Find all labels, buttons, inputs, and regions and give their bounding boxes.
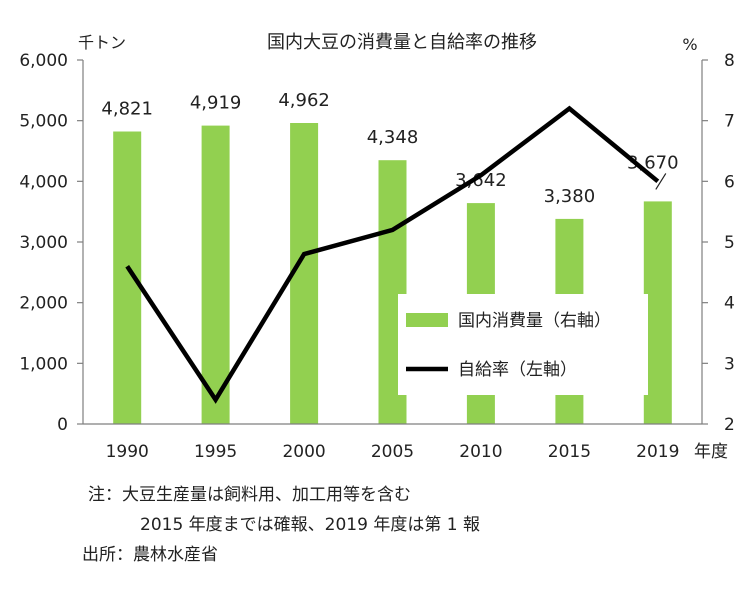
right-tick-label: 8: [724, 51, 735, 71]
right-tick-label: 4: [724, 294, 735, 314]
legend-label-line: 自給率（左軸）: [458, 360, 577, 380]
bar-value-label-2015: 3,380: [544, 186, 596, 207]
line-series: [125, 105, 660, 404]
left-tick-label: 2,000: [19, 294, 68, 314]
notes: 注：大豆生産量は飼料用、加工用等を含む 2015 年度までは確報、2019 年度…: [82, 480, 728, 570]
legend-background: [398, 294, 648, 395]
x-axis-ticks: 1990 1995 2000 2005 2010 2015 2019: [106, 442, 680, 462]
bar-1995: [201, 125, 230, 424]
right-tick-label: 7: [724, 112, 735, 132]
left-tick-label: 5,000: [19, 112, 68, 132]
left-tick-label: 4,000: [19, 172, 68, 192]
bar-value-label-2000: 4,962: [278, 90, 330, 111]
x-tick-label-2010: 2010: [459, 442, 502, 462]
x-tick-label-1995: 1995: [194, 442, 237, 462]
self-sufficiency-line: [125, 105, 660, 404]
x-tick-label-1990: 1990: [106, 442, 149, 462]
bar-value-label-2005: 4,348: [367, 127, 419, 148]
left-tick-label: 6,000: [19, 51, 68, 71]
right-axis-ticks: 2 3 4 5 6 7 8: [702, 51, 735, 435]
x-tick-label-2015: 2015: [548, 442, 591, 462]
x-tick-label-2019: 2019: [636, 442, 679, 462]
legend: 国内消費量（右軸） 自給率（左軸）: [406, 311, 611, 380]
legend-swatch-bar: [406, 313, 448, 327]
left-tick-label: 3,000: [19, 233, 68, 253]
left-axis-unit: 千トン: [78, 33, 126, 52]
left-tick-label: 0: [57, 415, 68, 435]
note-line-2: 2015 年度までは確報、2019 年度は第 1 報: [140, 515, 480, 535]
left-tick-label: 1,000: [19, 354, 68, 374]
x-tick-label-2000: 2000: [282, 442, 325, 462]
note-line-1: 注：大豆生産量は飼料用、加工用等を含む: [88, 485, 411, 505]
legend-box: [398, 294, 648, 395]
left-axis-ticks: 0 1,000 2,000 3,000 4,000 5,000 6,000: [19, 51, 83, 435]
right-tick-label: 3: [724, 354, 735, 374]
chart: 国内大豆の消費量と自給率の推移 千トン % 4,821 4,919 4,962 4,3…: [19, 32, 735, 462]
source-note: 出所：農林水産省: [82, 545, 218, 565]
bar-value-label-1990: 4,821: [101, 99, 153, 120]
right-axis-unit: %: [682, 35, 697, 54]
chart-title: 国内大豆の消費量と自給率の推移: [267, 32, 537, 53]
right-tick-label: 6: [724, 172, 735, 192]
x-axis-unit: 年度: [694, 442, 728, 462]
bar-2019: [643, 201, 672, 424]
right-tick-label: 2: [724, 415, 735, 435]
right-tick-label: 5: [724, 233, 735, 253]
x-tick-label-2005: 2005: [371, 442, 414, 462]
label-leader-line: [655, 173, 667, 190]
bar-value-label-1995: 4,919: [190, 93, 242, 114]
legend-label-bar: 国内消費量（右軸）: [458, 311, 611, 331]
